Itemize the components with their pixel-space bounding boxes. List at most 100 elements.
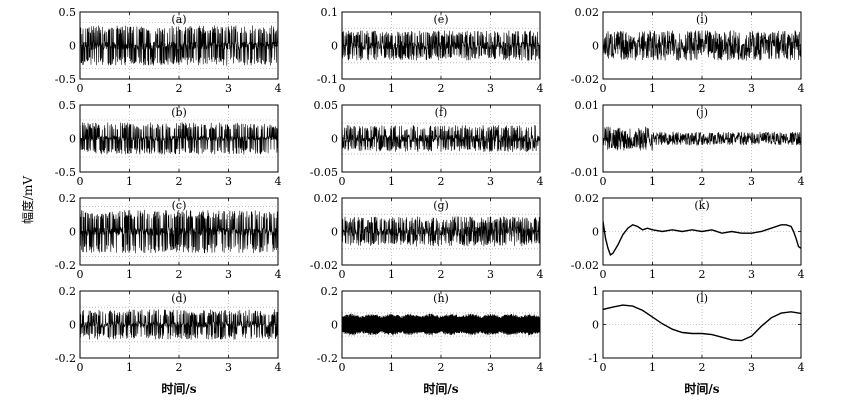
x-tick-label: 2 bbox=[176, 361, 183, 374]
y-tick-label: 0 bbox=[331, 319, 338, 332]
y-tick-label: 0.02 bbox=[314, 192, 339, 205]
x-tick-label: 4 bbox=[537, 82, 544, 95]
y-tick-label: 0 bbox=[592, 133, 599, 146]
y-tick-label: 0 bbox=[592, 319, 599, 332]
y-tick-label: -0.2 bbox=[55, 352, 76, 365]
x-tick-label: 3 bbox=[225, 361, 232, 374]
x-tick-label: 3 bbox=[748, 82, 755, 95]
series-line bbox=[80, 209, 278, 254]
x-tick-label: 2 bbox=[438, 175, 445, 188]
x-tick-label: 4 bbox=[798, 268, 805, 281]
series-line bbox=[342, 125, 540, 152]
x-tick-label: 3 bbox=[748, 175, 755, 188]
panel-label: (e) bbox=[433, 13, 448, 26]
series-line bbox=[342, 30, 540, 61]
panel-i: 0 1 2 3 40.020-0.02(i) bbox=[571, 6, 805, 95]
panel-k: 0 1 2 3 40.020-0.02(k) bbox=[571, 192, 805, 281]
x-tick-label: 4 bbox=[537, 268, 544, 281]
panel-label: (a) bbox=[171, 13, 186, 26]
y-tick-label: 0.5 bbox=[59, 99, 77, 112]
series-line bbox=[603, 304, 801, 342]
x-tick-label: 4 bbox=[275, 82, 282, 95]
x-tick-label: 2 bbox=[699, 361, 706, 374]
y-tick-label: -0.02 bbox=[571, 73, 599, 86]
panel-l: 0 1 2 3 410-1(l) bbox=[588, 285, 804, 374]
x-tick-label: 3 bbox=[225, 175, 232, 188]
y-tick-label: 0 bbox=[592, 40, 599, 53]
x-tick-label: 1 bbox=[388, 175, 395, 188]
x-tick-label: 0 bbox=[77, 361, 84, 374]
x-tick-label: 3 bbox=[487, 82, 494, 95]
x-tick-label: 0 bbox=[600, 82, 607, 95]
x-axis-label-col2: 时间/s bbox=[423, 381, 458, 396]
x-tick-label: 0 bbox=[600, 175, 607, 188]
y-tick-label: -0.5 bbox=[55, 73, 76, 86]
x-tick-label: 1 bbox=[126, 82, 133, 95]
y-tick-label: 1 bbox=[592, 285, 599, 298]
x-tick-label: 2 bbox=[176, 268, 183, 281]
x-tick-label: 2 bbox=[176, 175, 183, 188]
panel-label: (c) bbox=[172, 199, 187, 212]
panel-b: 0 1 2 3 40.50-0.5(b) bbox=[55, 99, 282, 188]
panel-f: 0 1 2 3 40.050-0.05(f) bbox=[310, 99, 544, 188]
x-tick-label: 3 bbox=[487, 175, 494, 188]
series-line bbox=[80, 122, 278, 155]
y-tick-label: 0 bbox=[69, 133, 76, 146]
x-tick-label: 2 bbox=[699, 175, 706, 188]
panel-label: (b) bbox=[171, 106, 187, 119]
x-tick-label: 2 bbox=[438, 82, 445, 95]
x-tick-label: 2 bbox=[699, 82, 706, 95]
y-tick-label: -0.2 bbox=[55, 259, 76, 272]
x-tick-label: 1 bbox=[649, 175, 656, 188]
series-line bbox=[603, 30, 801, 62]
y-tick-label: -0.01 bbox=[571, 166, 599, 179]
y-axis-label: 幅度/mV bbox=[20, 176, 35, 224]
y-tick-label: -0.02 bbox=[310, 259, 338, 272]
y-tick-label: -0.02 bbox=[571, 259, 599, 272]
panel-a: 0 1 2 3 40.50-0.5(a) bbox=[55, 6, 282, 95]
x-tick-label: 1 bbox=[126, 361, 133, 374]
x-tick-label: 4 bbox=[275, 175, 282, 188]
y-tick-label: 0.1 bbox=[321, 6, 339, 19]
y-tick-label: 0 bbox=[331, 40, 338, 53]
x-tick-label: 1 bbox=[649, 361, 656, 374]
x-tick-label: 4 bbox=[798, 82, 805, 95]
x-tick-label: 0 bbox=[339, 175, 346, 188]
x-tick-label: 2 bbox=[438, 268, 445, 281]
y-tick-label: 0.5 bbox=[59, 6, 77, 19]
x-tick-label: 4 bbox=[537, 361, 544, 374]
x-tick-label: 0 bbox=[600, 268, 607, 281]
series-line bbox=[342, 216, 540, 247]
x-axis-label-col3: 时间/s bbox=[684, 381, 719, 396]
x-axis-label-col1: 时间/s bbox=[161, 381, 196, 396]
y-tick-label: 0.02 bbox=[575, 6, 600, 19]
y-tick-label: 0.2 bbox=[59, 192, 77, 205]
x-tick-label: 1 bbox=[388, 82, 395, 95]
y-tick-label: -0.2 bbox=[317, 352, 338, 365]
x-tick-label: 4 bbox=[798, 175, 805, 188]
series-line bbox=[80, 25, 278, 66]
y-tick-label: 0 bbox=[69, 40, 76, 53]
x-tick-label: 4 bbox=[537, 175, 544, 188]
x-tick-label: 4 bbox=[798, 361, 805, 374]
x-tick-label: 3 bbox=[487, 268, 494, 281]
panel-label: (k) bbox=[694, 199, 709, 212]
x-tick-label: 2 bbox=[699, 268, 706, 281]
panel-label: (j) bbox=[696, 106, 708, 119]
x-tick-label: 1 bbox=[649, 268, 656, 281]
y-tick-label: 0 bbox=[331, 226, 338, 239]
panel-h: 0 1 2 3 40.20-0.2(h) bbox=[317, 285, 544, 374]
y-tick-label: 0 bbox=[69, 226, 76, 239]
y-tick-label: 0 bbox=[592, 226, 599, 239]
y-tick-label: 0.05 bbox=[314, 99, 339, 112]
y-tick-label: 0 bbox=[331, 133, 338, 146]
series-line bbox=[80, 309, 278, 340]
y-tick-label: 0.2 bbox=[321, 285, 339, 298]
panel-label: (l) bbox=[696, 292, 708, 305]
y-tick-label: 0.01 bbox=[575, 99, 600, 112]
x-tick-label: 3 bbox=[748, 361, 755, 374]
x-tick-label: 3 bbox=[225, 268, 232, 281]
x-tick-label: 0 bbox=[77, 268, 84, 281]
panel-label: (h) bbox=[433, 292, 449, 305]
